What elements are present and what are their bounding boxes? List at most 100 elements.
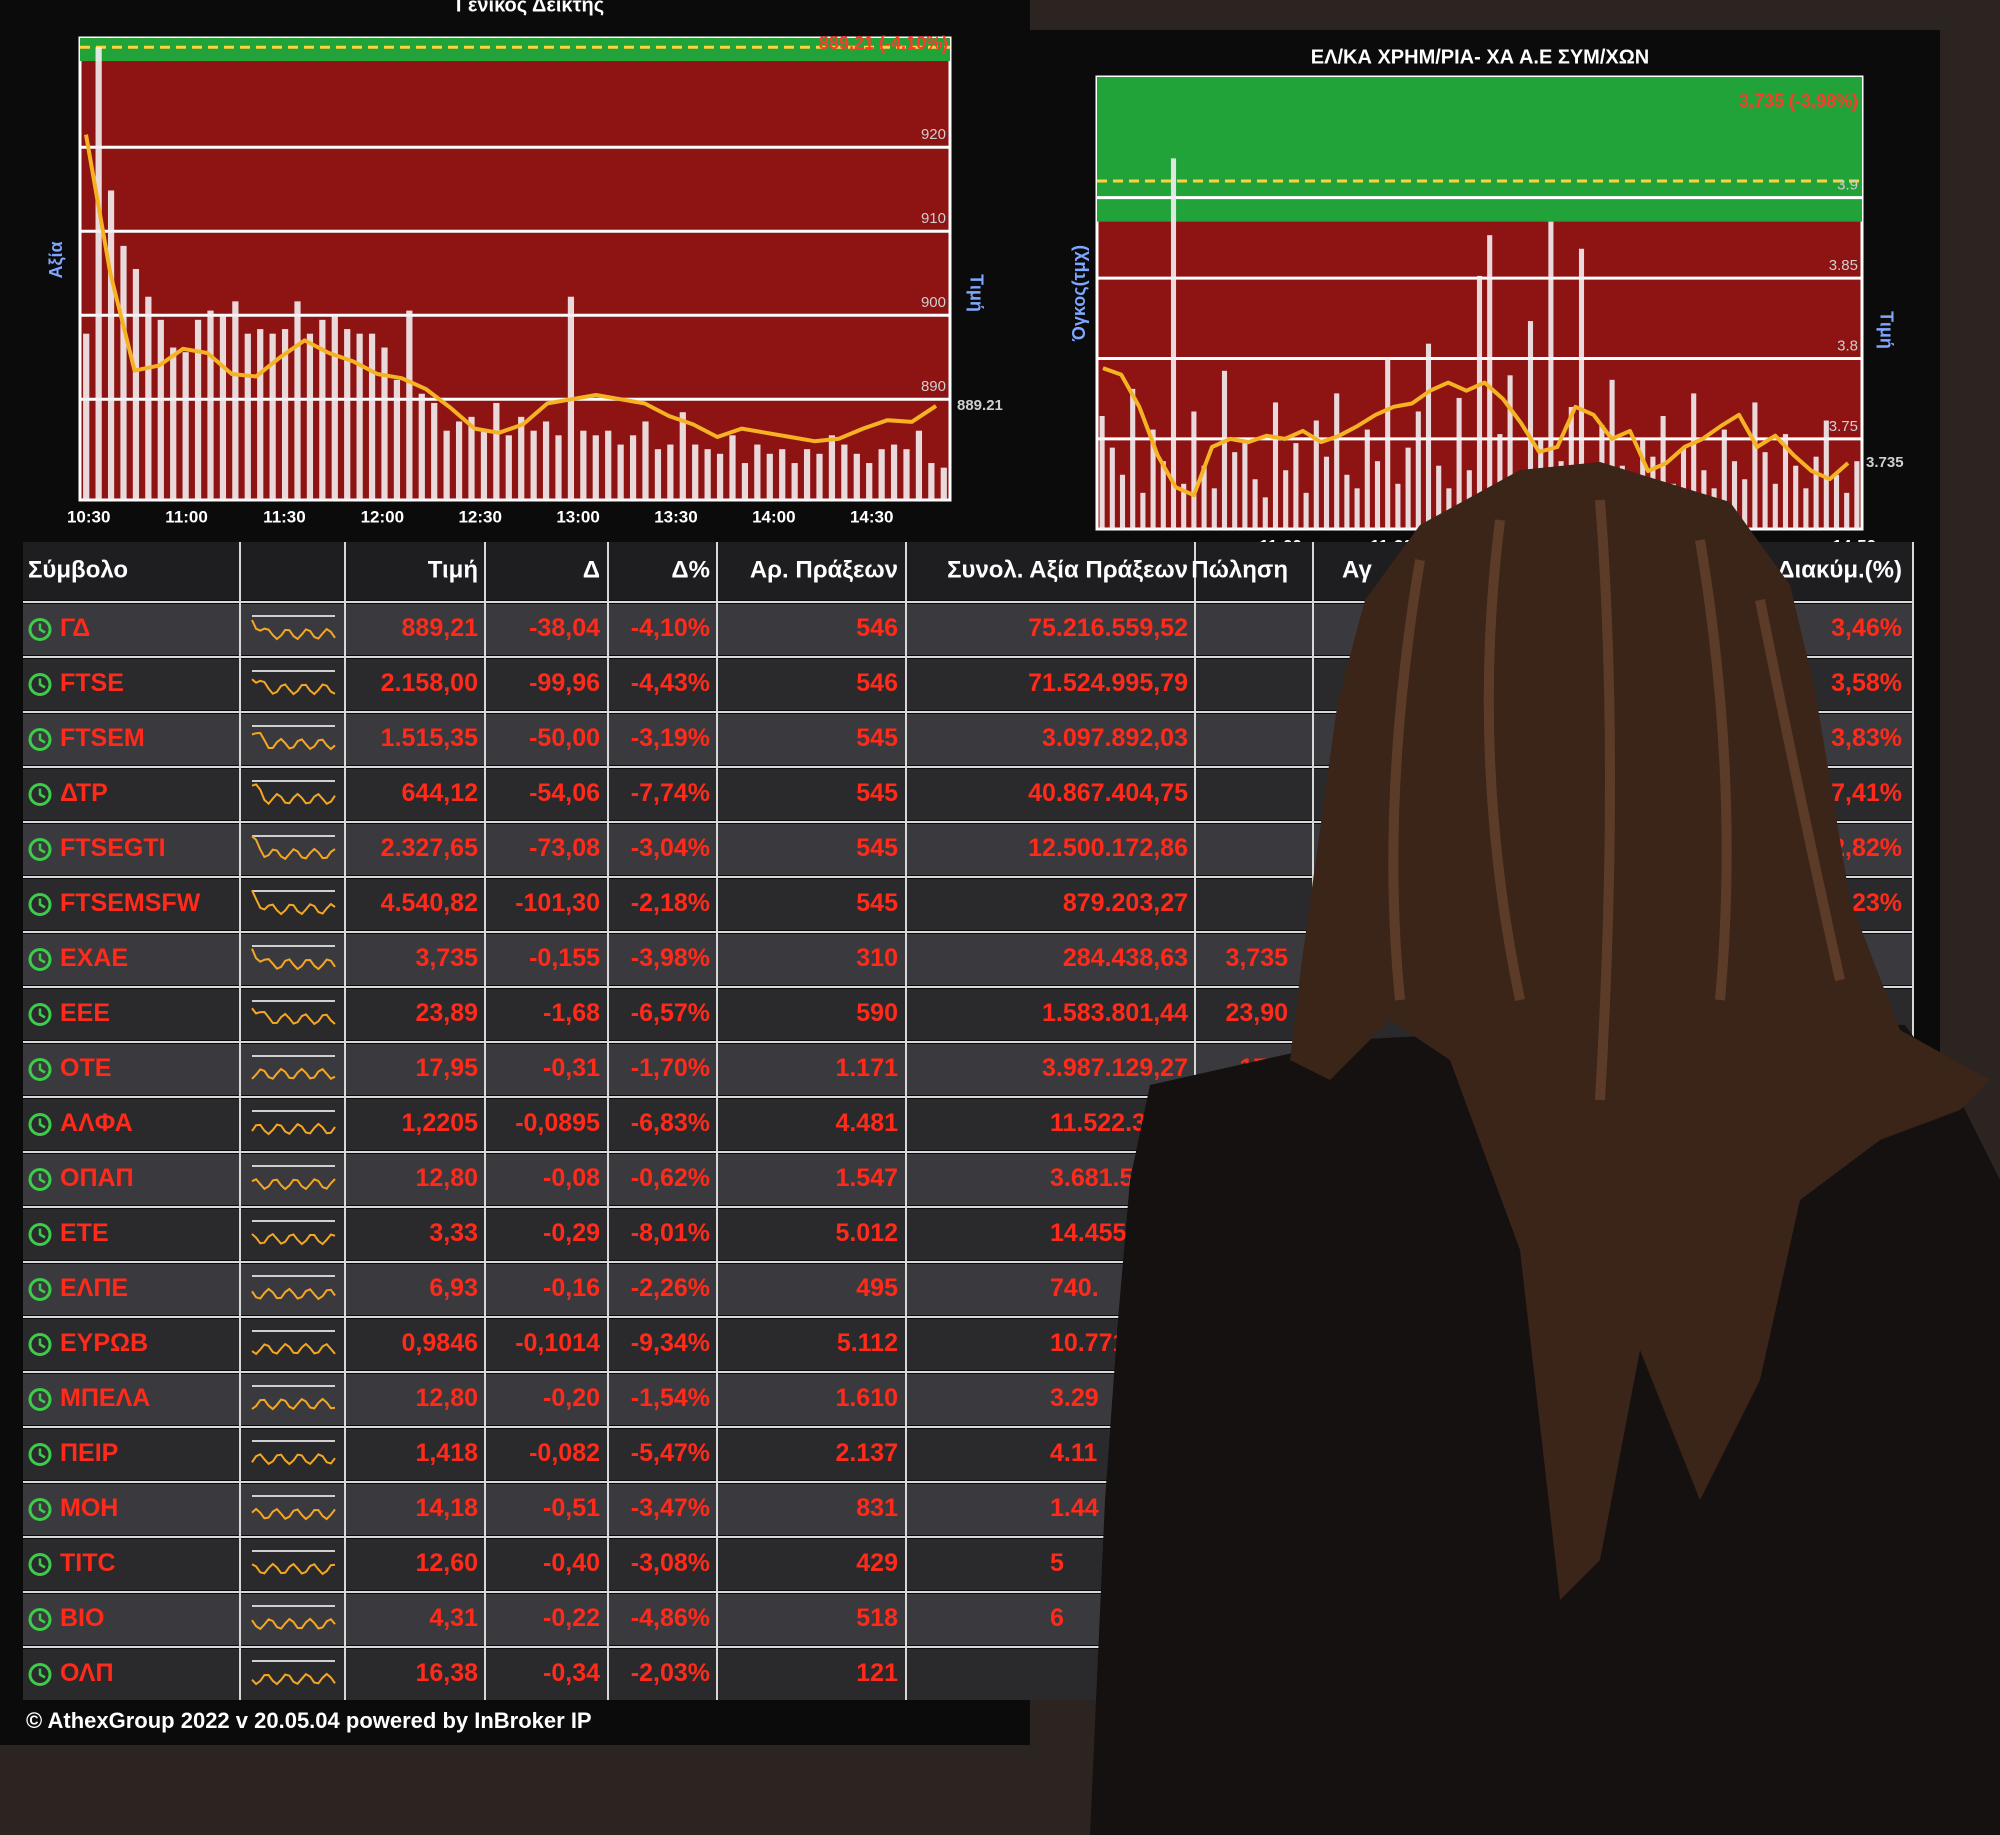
sparkline [251, 948, 336, 971]
volume-bar [1425, 343, 1432, 529]
cell-change: -0,082 [529, 1439, 600, 1467]
status-icon [28, 728, 52, 751]
volume-bar [431, 402, 438, 500]
cell-price: 3,33 [429, 1219, 478, 1247]
volume-bar [1374, 461, 1381, 529]
sparkline [251, 1672, 336, 1686]
y-tick-label: 900 [921, 294, 946, 311]
cell-change-pct: -4,10% [631, 614, 710, 642]
cell-trades: 5.112 [837, 1329, 898, 1357]
cell-price: 12,80 [415, 1384, 478, 1412]
volume-bar [95, 47, 102, 501]
cell-trades: 831 [856, 1494, 898, 1522]
volume-bar [269, 333, 276, 500]
cell-trades: 429 [856, 1549, 898, 1577]
status-icon [28, 838, 52, 861]
volume-bar [1344, 474, 1350, 529]
volume-bar [928, 463, 935, 500]
cell-change: -0,1014 [515, 1329, 600, 1357]
volume-bar [1252, 479, 1258, 529]
cell-value: 3.987.129,27 [1042, 1054, 1188, 1082]
status-icon [28, 1223, 52, 1246]
volume-bar [729, 435, 736, 500]
volume-bar [915, 430, 923, 500]
cell-trades: 545 [856, 834, 898, 862]
volume-bar [393, 379, 401, 500]
status-icon-hand [38, 843, 46, 854]
volume-bar [170, 347, 177, 500]
status-icon-hand [38, 1283, 46, 1294]
status-icon [28, 673, 52, 696]
volume-bar [1262, 497, 1268, 529]
volume-bar [779, 449, 786, 500]
cell-range: 3,83% [1831, 724, 1902, 752]
volume-bar [1772, 483, 1778, 529]
cell-change-pct: -6,57% [631, 999, 710, 1027]
volume-bar [853, 453, 860, 500]
y-tick-label: 910 [921, 210, 946, 227]
volume-bar [1854, 461, 1860, 529]
volume-bar [1609, 379, 1615, 529]
cell-trades: 518 [856, 1604, 898, 1632]
cell-value: 3.097.892,03 [1042, 724, 1188, 752]
volume-bar [83, 333, 90, 500]
cell-symbol: ΕΧΑΕ [60, 944, 128, 972]
volume-bar [232, 301, 239, 500]
cell-change: -1,68 [543, 999, 600, 1027]
volume-bar [120, 245, 127, 500]
cell-change: -0,0895 [515, 1109, 600, 1137]
status-icon [28, 1388, 52, 1411]
volume-bar [642, 421, 649, 500]
cell-change-pct: -3,04% [631, 834, 710, 862]
volume-bar [1436, 465, 1442, 529]
volume-bar [443, 430, 450, 500]
cell-symbol: ΟΠΑΠ [60, 1164, 134, 1192]
cell-change-pct: -3,19% [631, 724, 710, 752]
volume-bar [741, 463, 749, 500]
cell-value: 75.216.559,52 [1028, 614, 1188, 642]
volume-bar [1823, 420, 1829, 529]
cell-price: 3,735 [415, 944, 478, 972]
volume-bar [1099, 416, 1105, 529]
sparkline [251, 678, 336, 696]
x-tick-label: 13:30 [654, 507, 697, 526]
sparkline [251, 889, 336, 916]
cell-trades: 1.171 [835, 1054, 898, 1082]
cell-change-pct: -5,47% [631, 1439, 710, 1467]
volume-bar [1354, 488, 1360, 529]
cell-symbol: ΠΕΙΡ [60, 1439, 118, 1467]
volume-bar [866, 463, 873, 500]
cell-symbol: ΒΙΟ [60, 1604, 104, 1632]
cell-value: 71.524.995,79 [1028, 669, 1188, 697]
volume-bar [903, 449, 910, 500]
cell-change-pct: -2,03% [631, 1659, 710, 1687]
volume-bar [157, 319, 164, 500]
cell-price: 2.158,00 [381, 669, 478, 697]
status-icon-hand [38, 1448, 46, 1459]
volume-bar [1119, 474, 1126, 529]
volume-bar [1181, 483, 1187, 529]
cell-symbol: ΕΛΠΕ [60, 1274, 128, 1302]
cell-change-pct: -3,98% [631, 944, 710, 972]
volume-bar [1752, 402, 1758, 529]
volume-bar [1221, 370, 1228, 529]
volume-bar [281, 329, 289, 500]
status-icon-hand [38, 1503, 46, 1514]
status-icon [28, 618, 52, 641]
price-line [1102, 366, 1850, 498]
volume-bar [1150, 429, 1156, 529]
cell-range: 3,46% [1831, 614, 1902, 642]
volume-bar [828, 435, 836, 500]
volume-bar [194, 319, 202, 500]
cell-value: 6 [1050, 1604, 1064, 1632]
volume-bar [1385, 357, 1391, 529]
sparkline [251, 619, 336, 641]
cell-trades: 545 [856, 889, 898, 917]
column-header: Αγ [1342, 556, 1372, 583]
volume-bar [1130, 388, 1136, 529]
y-tick-label: 3.85 [1829, 257, 1858, 274]
cell-trades: 121 [856, 1659, 898, 1687]
volume-bar [1803, 488, 1809, 529]
sparkline [251, 731, 336, 751]
